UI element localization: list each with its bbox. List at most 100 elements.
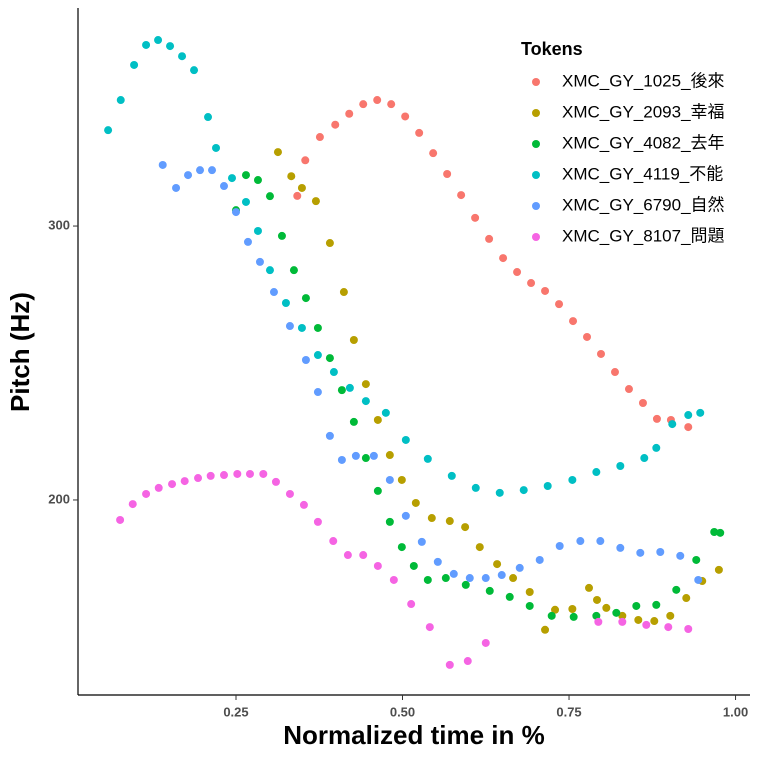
legend-label: XMC_GY_1025_後來	[562, 71, 725, 90]
point	[373, 561, 382, 570]
point	[349, 335, 358, 344]
point	[373, 415, 382, 424]
point	[513, 268, 522, 277]
point	[204, 113, 213, 122]
point	[592, 611, 601, 620]
point	[505, 592, 514, 601]
point	[331, 120, 340, 129]
x-tick-label: 1.00	[723, 704, 748, 719]
point	[594, 617, 603, 626]
point	[471, 483, 480, 492]
x-tick-label: 0.25	[223, 704, 248, 719]
point	[676, 551, 685, 560]
point	[385, 451, 394, 460]
point	[359, 551, 368, 560]
legend-label: XMC_GY_2093_幸福	[562, 102, 725, 121]
y-axis-title: Pitch (Hz)	[5, 292, 35, 412]
point	[636, 548, 645, 557]
point	[610, 368, 619, 377]
point	[401, 435, 410, 444]
point	[387, 100, 396, 109]
point	[592, 468, 601, 477]
point	[427, 514, 436, 523]
point	[555, 541, 564, 550]
point	[220, 182, 229, 191]
point	[684, 423, 693, 432]
point	[253, 226, 262, 235]
point	[441, 574, 450, 583]
point	[359, 100, 368, 109]
point	[265, 192, 274, 201]
legend-label: XMC_GY_4119_不能	[562, 164, 723, 183]
point	[227, 174, 236, 183]
point	[343, 551, 352, 560]
point	[618, 611, 627, 620]
point	[166, 42, 175, 51]
legend-marker	[532, 202, 540, 210]
point	[569, 612, 578, 621]
point	[612, 608, 621, 617]
point	[104, 126, 113, 135]
point	[301, 156, 310, 165]
point	[385, 517, 394, 526]
point	[154, 36, 163, 45]
point	[525, 601, 534, 610]
point	[194, 474, 203, 483]
point	[461, 580, 470, 589]
point	[172, 183, 181, 192]
point	[694, 575, 703, 584]
point	[158, 160, 167, 169]
point	[265, 266, 274, 275]
point	[329, 537, 338, 546]
point	[142, 489, 151, 498]
point	[259, 469, 268, 478]
point	[361, 397, 370, 406]
point	[684, 411, 693, 420]
point	[401, 112, 410, 121]
point	[401, 511, 410, 520]
point	[525, 588, 534, 597]
point	[423, 454, 432, 463]
point	[373, 96, 382, 105]
point	[361, 380, 370, 389]
point	[632, 601, 641, 610]
point	[481, 638, 490, 647]
point	[596, 349, 605, 358]
point	[634, 615, 643, 624]
point	[465, 574, 474, 583]
point	[381, 408, 390, 417]
point	[445, 660, 454, 669]
x-tick-label: 0.50	[390, 704, 415, 719]
point	[471, 213, 480, 222]
point	[212, 143, 221, 152]
point	[329, 368, 338, 377]
legend-marker	[532, 171, 540, 179]
point	[289, 266, 298, 275]
legend-marker	[532, 233, 540, 241]
point	[206, 471, 215, 480]
point	[313, 388, 322, 397]
point	[716, 528, 725, 537]
point	[313, 517, 322, 526]
point	[180, 477, 189, 486]
point	[569, 317, 578, 326]
point	[547, 611, 556, 620]
point	[499, 254, 508, 263]
point	[315, 133, 324, 142]
point	[297, 323, 306, 332]
point	[714, 565, 723, 574]
y-tick-label: 200	[48, 491, 70, 506]
point	[287, 172, 296, 181]
point	[666, 611, 675, 620]
point	[301, 355, 310, 364]
point	[411, 498, 420, 507]
point	[493, 560, 502, 569]
point	[397, 543, 406, 552]
x-tick-label: 0.75	[556, 704, 581, 719]
point	[652, 414, 661, 423]
point	[481, 574, 490, 583]
point	[409, 561, 418, 570]
point	[509, 574, 518, 583]
point	[429, 149, 438, 158]
